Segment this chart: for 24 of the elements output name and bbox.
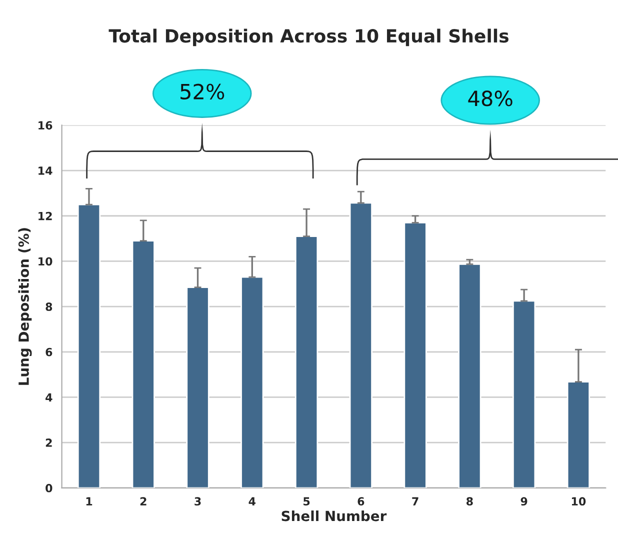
x-axis-title: Shell Number xyxy=(282,510,387,522)
y-tick-label: 2 xyxy=(46,438,52,447)
x-tick-label: 2 xyxy=(140,497,146,506)
y-tick-label: 6 xyxy=(46,348,52,356)
y-tick-label: 14 xyxy=(38,166,52,175)
x-tick-label: 1 xyxy=(86,497,92,506)
x-tick-label: 8 xyxy=(466,497,473,506)
x-tick-label: 9 xyxy=(520,497,528,506)
x-tick-label: 5 xyxy=(304,497,310,506)
x-tick-label: 4 xyxy=(248,497,256,506)
y-axis-title: Lung Deposition (%) xyxy=(18,228,32,385)
y-tick-label: 0 xyxy=(46,484,52,492)
y-tick-label: 8 xyxy=(46,302,52,311)
x-tick-label: 10 xyxy=(572,497,586,506)
x-tick-label: 7 xyxy=(412,497,418,506)
text: 52% xyxy=(180,84,224,100)
chart-title: Total Deposition Across 10 Equal Shells xyxy=(108,28,508,46)
y-tick-label: 4 xyxy=(46,393,52,402)
x-tick-label: 6 xyxy=(358,497,364,506)
text: 48% xyxy=(468,90,512,106)
y-tick-label: 10 xyxy=(38,257,52,266)
x-tick-label: 3 xyxy=(194,497,201,506)
y-tick-label: 16 xyxy=(38,121,52,130)
y-tick-label: 12 xyxy=(38,212,52,220)
